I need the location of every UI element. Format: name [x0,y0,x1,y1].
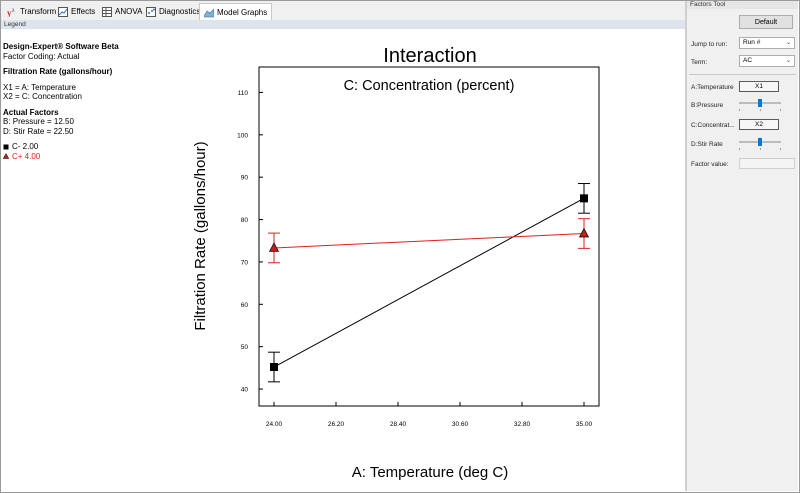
tab-diagnostics-label: Diagnostics [159,7,201,16]
x-tick-label: 26.20 [328,421,345,428]
jump-to-run-label: Jump to run: [691,41,728,48]
y-axis-label: Filtration Rate (gallons/hour) [192,141,209,330]
x-tick-label: 32.80 [514,421,531,428]
tab-effects-label: Effects [71,7,96,16]
term-value: AC [743,57,753,64]
chart-subtitle: C: Concentration (percent) [344,78,515,94]
x-tick-label: 35.00 [576,421,593,428]
jump-to-run-select[interactable]: Run # ⌄ [739,37,795,49]
triangle-marker-icon [3,153,9,159]
tab-anova-label: ANOVA [115,7,143,16]
actual-factor-b: B: Pressure = 12.50 [3,117,74,126]
y-tick-label: 90 [241,175,249,182]
x-axis-label: A: Temperature (deg C) [352,464,508,481]
x-tick-label: 24.00 [266,421,283,428]
data-point-triangle [578,227,590,238]
legend-high-label: C+ 4.00 [12,151,41,161]
series-line-low [273,197,585,368]
factor-d-slider-thumb[interactable] [758,138,762,146]
default-button[interactable]: Default [739,15,793,29]
factor-d-label: D:Stir Rate [691,141,723,148]
factor-a-label: A:Temperature [691,84,734,91]
chart-title: Interaction [383,45,476,67]
software-name: Design-Expert® Software Beta [3,42,119,51]
factor-b-slider-thumb[interactable] [758,99,762,107]
factor-c-axis-box[interactable]: X2 [739,119,779,130]
data-point-square [270,363,278,372]
anova-icon [102,6,112,17]
legend-pane-label: Legend [1,20,685,29]
factor-b-slider[interactable] [739,99,781,107]
y-tick-label: 50 [241,344,249,351]
x2-definition: X2 = C: Concentration [3,92,82,101]
legend-panel: Design-Expert® Software Beta Factor Codi… [3,42,163,161]
term-select[interactable]: AC ⌄ [739,55,795,67]
interaction-chart: Interaction C: Concentration (percent) A: … [192,45,600,481]
square-marker-icon [3,144,9,150]
diagnostics-icon [146,6,156,17]
data-point-square [580,194,588,203]
factor-b-ticks [739,109,781,112]
splitter[interactable] [685,1,687,491]
y-tick-label: 40 [241,387,249,394]
factor-value-input[interactable] [739,158,795,169]
factor-coding: Factor Coding: Actual [3,51,80,61]
tab-diagnostics[interactable]: Diagnostics [142,3,204,20]
tab-anova[interactable]: ANOVA [98,3,146,20]
factor-d-ticks [739,148,781,151]
y-tick-label: 80 [241,217,249,224]
y-tick-label: 100 [237,132,248,139]
actual-factors-title: Actual Factors [3,107,59,117]
data-point-triangle [268,242,280,252]
svg-text:λ: λ [12,8,15,14]
x1-definition: X1 = A: Temperature [3,82,77,92]
svg-text:y: y [7,8,12,17]
response-name: Filtration Rate (gallons/hour) [3,67,113,76]
legend-item-low: C- 2.00 [3,142,163,152]
y-tick-label: 70 [241,259,249,266]
tab-model-graphs-label: Model Graphs [217,8,268,17]
chevron-down-icon: ⌄ [785,58,791,64]
tab-transform-label: Transform [20,7,57,16]
factor-b-label: B:Pressure [691,102,724,109]
plot-area [258,66,600,407]
series-line-high [273,233,585,249]
y-tick-label: 110 [238,90,249,97]
effects-icon [58,6,68,17]
factor-c-label: C:Concentrat... [691,122,735,129]
term-label: Term: [691,59,708,66]
x-tick-label: 30.60 [452,421,469,428]
x-tick-label: 28.40 [390,421,407,428]
jump-to-run-value: Run # [743,39,761,46]
factors-tool-panel: Factors Tool Default Jump to run: Run # … [687,1,798,491]
tab-model-graphs[interactable]: Model Graphs [199,3,273,21]
legend-low-label: C- 2.00 [12,142,39,151]
y-tick-label: 60 [241,302,249,309]
factors-tool-title: Factors Tool [687,1,798,9]
legend-item-high: C+ 4.00 [3,152,163,162]
factor-d-slider[interactable] [739,138,781,146]
actual-factor-d: D: Stir Rate = 22.50 [3,126,74,136]
chevron-down-icon: ⌄ [785,40,791,46]
factor-a-axis-box[interactable]: X1 [739,81,779,92]
divider [689,74,796,75]
tab-effects[interactable]: Effects [54,3,99,20]
factor-value-label: Factor value: [691,161,729,168]
